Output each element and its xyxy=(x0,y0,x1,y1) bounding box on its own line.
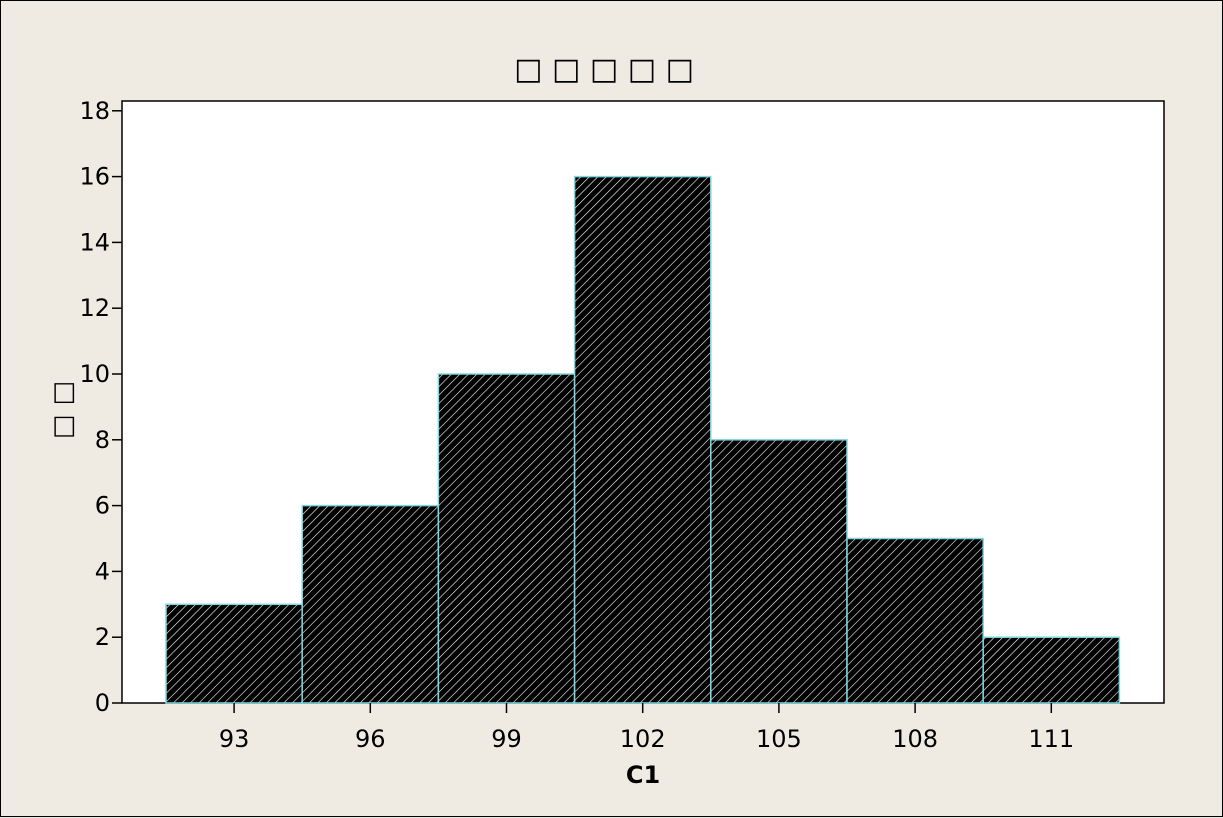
x-tick-label: 111 xyxy=(1028,725,1074,753)
histogram-bar xyxy=(301,504,440,704)
x-tick-label: 105 xyxy=(756,725,802,753)
y-tick-label: 2 xyxy=(95,623,110,651)
y-tick-label: 4 xyxy=(95,557,110,585)
histogram-bar xyxy=(165,603,303,704)
histogram-bar xyxy=(846,537,984,704)
x-tick-label: 99 xyxy=(491,725,522,753)
y-tick-label: 10 xyxy=(79,360,110,388)
y-tick-label: 14 xyxy=(79,228,110,256)
y-axis: 0 2 4 6 8 10 12 14 16 18 xyxy=(79,97,122,717)
y-axis-label: □ □ xyxy=(48,381,78,439)
histogram-bar xyxy=(437,373,576,704)
y-tick-label: 6 xyxy=(95,492,110,520)
x-tick-label: 108 xyxy=(892,725,938,753)
histogram-bar xyxy=(573,175,712,704)
x-tick-label: 96 xyxy=(355,725,386,753)
x-axis: 93 96 99 102 105 108 111 xyxy=(219,703,1074,753)
chart-title: □ □ □ □ □ xyxy=(514,52,694,87)
x-axis-label: C1 xyxy=(626,761,660,789)
x-tick-label: 93 xyxy=(219,725,250,753)
y-tick-label: 18 xyxy=(79,97,110,125)
x-tick-label: 102 xyxy=(620,725,666,753)
bars-group xyxy=(165,175,1121,704)
y-tick-label: 16 xyxy=(79,163,110,191)
y-tick-label: 12 xyxy=(79,294,110,322)
y-tick-label: 0 xyxy=(95,689,110,717)
histogram-bar xyxy=(982,636,1121,704)
histogram-bar xyxy=(710,439,848,704)
y-tick-label: 8 xyxy=(95,426,110,454)
